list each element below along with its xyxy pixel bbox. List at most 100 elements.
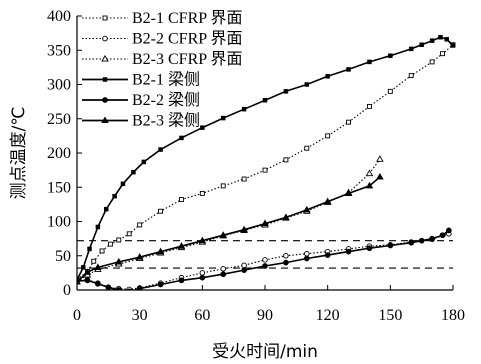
data-point: [446, 228, 451, 233]
y-tick-label: 300: [47, 77, 71, 94]
x-tick-label: 180: [441, 307, 465, 324]
x-tick-label: 30: [132, 307, 148, 324]
y-tick-label: 0: [63, 282, 71, 299]
data-point: [108, 242, 112, 246]
data-point: [439, 35, 443, 39]
data-point: [200, 271, 205, 276]
y-tick-label: 100: [47, 214, 71, 231]
y-tick-label: 200: [47, 145, 71, 162]
legend-entry: B2-1 梁侧: [82, 71, 200, 89]
data-point: [200, 191, 204, 195]
data-point: [366, 170, 372, 175]
data-point: [242, 263, 247, 268]
data-point: [284, 90, 288, 94]
x-tick-label: 0: [73, 307, 81, 324]
data-point: [179, 198, 183, 202]
legend-entry: B2-3 CFRP 界面: [82, 50, 243, 68]
data-point: [138, 223, 142, 227]
data-point: [221, 266, 226, 271]
legend-marker: [103, 36, 108, 41]
data-point: [132, 170, 136, 174]
data-point: [347, 120, 351, 124]
data-point: [201, 126, 205, 130]
series-line: [77, 177, 380, 282]
y-tick-label: 350: [47, 42, 71, 59]
data-point: [419, 238, 424, 243]
data-point: [104, 207, 108, 211]
data-point: [100, 249, 104, 253]
legend-label: B2-1 CFRP 界面: [132, 9, 243, 27]
data-point: [263, 258, 268, 263]
data-point: [180, 136, 184, 140]
data-point: [121, 182, 125, 186]
data-point: [117, 238, 121, 242]
legend-marker: [103, 78, 107, 82]
x-tick-label: 90: [257, 307, 273, 324]
legend-entry: B2-3 梁侧: [82, 112, 200, 130]
y-axis-title: 测点温度/℃: [9, 107, 29, 200]
data-point: [127, 232, 131, 236]
data-point: [409, 74, 413, 78]
x-tick-label: 60: [194, 307, 210, 324]
data-point: [451, 44, 455, 48]
data-point: [304, 256, 309, 261]
data-point: [88, 247, 92, 251]
data-point: [221, 272, 226, 277]
data-point: [325, 253, 330, 258]
data-point: [179, 278, 184, 283]
legend-entry: B2-2 CFRP 界面: [82, 30, 243, 48]
legend: B2-1 CFRP 界面 B2-2 CFRP 界面 B2-3 CFRP 界面 B2-1…: [82, 9, 243, 130]
data-point: [430, 39, 434, 43]
legend-entry: B2-1 CFRP 界面: [82, 9, 243, 27]
data-point: [284, 253, 289, 258]
data-point: [440, 233, 445, 238]
legend-marker: [103, 98, 108, 103]
data-point: [326, 134, 330, 138]
data-point: [430, 60, 434, 64]
y-tick-label: 250: [47, 111, 71, 128]
data-point: [326, 74, 330, 78]
legend-entry: B2-2 梁侧: [82, 91, 200, 109]
data-point: [142, 160, 146, 164]
data-point: [242, 268, 247, 273]
data-point: [388, 89, 392, 93]
data-point: [389, 54, 393, 58]
data-point: [430, 236, 435, 241]
data-point: [221, 116, 225, 120]
data-point: [284, 158, 288, 162]
data-point: [388, 243, 393, 248]
data-point: [106, 285, 111, 290]
data-point: [81, 266, 85, 270]
legend-label: B2-2 CFRP 界面: [132, 30, 243, 48]
data-point: [367, 246, 372, 251]
data-point: [263, 98, 267, 102]
legend-label: B2-3 梁侧: [132, 112, 200, 130]
legend-label: B2-3 CFRP 界面: [132, 50, 243, 68]
y-tick-label: 150: [47, 179, 71, 196]
data-point: [95, 281, 100, 286]
data-point: [85, 278, 90, 283]
data-point: [242, 177, 246, 181]
legend-label: B2-2 梁侧: [132, 91, 200, 109]
series-line: [77, 159, 380, 282]
legend-marker: [103, 16, 107, 20]
y-tick-label: 400: [47, 8, 71, 25]
data-point: [96, 225, 100, 229]
data-point: [158, 282, 163, 287]
data-point: [347, 68, 351, 72]
x-axis-title: 受火时间/min: [212, 342, 318, 362]
data-point: [377, 174, 383, 179]
data-point: [304, 251, 309, 256]
data-point: [305, 146, 309, 150]
x-tick-label: 120: [316, 307, 340, 324]
data-point: [409, 240, 414, 245]
data-point: [305, 83, 309, 87]
data-point: [242, 107, 246, 111]
data-point: [445, 37, 449, 41]
data-point: [159, 209, 163, 213]
legend-label: B2-1 梁侧: [132, 71, 200, 89]
data-point: [346, 249, 351, 254]
x-tick-label: 150: [378, 307, 402, 324]
y-tick-label: 50: [55, 248, 71, 265]
